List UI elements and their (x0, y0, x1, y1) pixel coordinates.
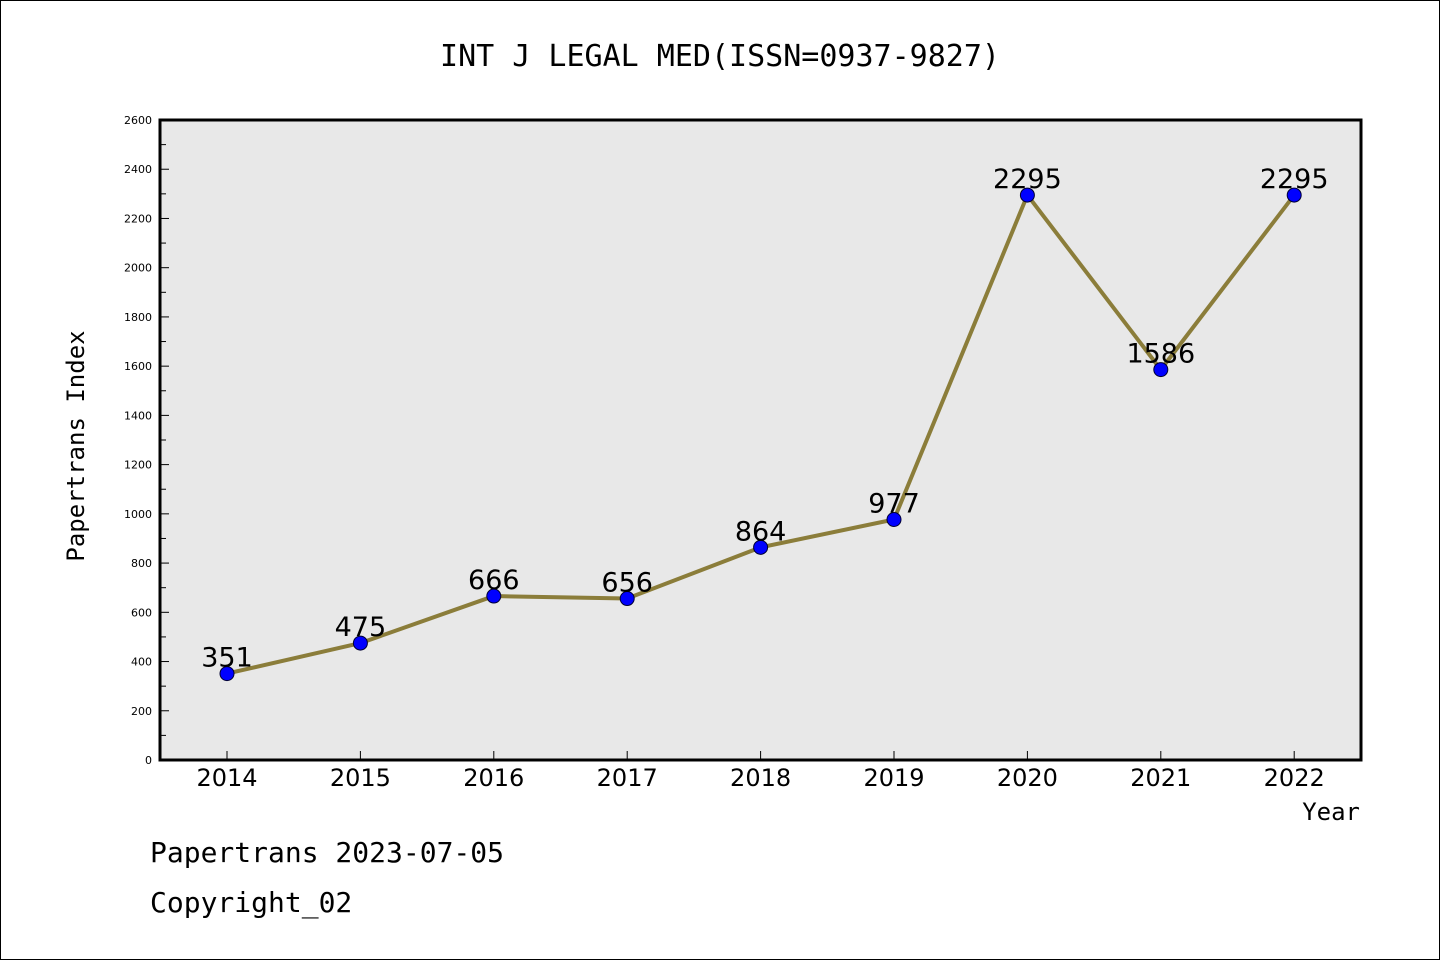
data-label: 1586 (1126, 339, 1195, 370)
footer-copyright: Copyright_02 (150, 886, 353, 919)
x-axis: 2014 2015 2016 2017 2018 2019 2020 2021 2022 (196, 751, 1325, 792)
y-tick-label: 800 (131, 557, 152, 570)
data-point-marker (1286, 187, 1302, 203)
x-tick-label: 2021 (1130, 764, 1191, 792)
data-label: 475 (335, 612, 387, 643)
y-tick-label: 2400 (124, 163, 152, 176)
data-point-marker (352, 635, 368, 651)
x-tick-label: 2016 (463, 764, 524, 792)
data-point-marker (886, 512, 902, 528)
y-tick-label: 400 (131, 656, 152, 669)
data-label: 2295 (1260, 164, 1329, 195)
y-tick-label: 0 (145, 754, 152, 767)
y-tick-label: 1000 (124, 508, 152, 521)
data-label: 666 (468, 565, 520, 596)
data-point-marker (753, 539, 769, 555)
x-tick-label: 2020 (997, 764, 1058, 792)
x-tick-label: 2015 (330, 764, 391, 792)
x-tick-label: 2019 (863, 764, 924, 792)
y-tick-label: 1800 (124, 311, 152, 324)
y-axis-label: Papertrans Index (62, 330, 90, 561)
x-tick-label: 2017 (597, 764, 658, 792)
data-point-marker (486, 588, 502, 604)
data-labels-group: 351 475 666 656 864 977 2295 1586 2295 (201, 164, 1328, 674)
data-label: 656 (601, 568, 653, 599)
y-tick-label: 1400 (124, 409, 152, 422)
footer-date: Papertrans 2023-07-05 (150, 836, 505, 869)
y-axis: 0 200 400 600 800 1000 1200 1400 1600 1800 2000 220… (124, 114, 169, 767)
data-label: 864 (735, 516, 787, 547)
y-tick-label: 2600 (124, 114, 152, 127)
data-label: 2295 (993, 164, 1062, 195)
chart-title: INT J LEGAL MED(ISSN=0937-9827) (440, 39, 1000, 74)
data-point-marker (219, 666, 235, 682)
y-tick-label: 2000 (124, 262, 152, 275)
y-tick-label: 2200 (124, 212, 152, 225)
data-point-marker (619, 591, 635, 607)
y-tick-label: 1200 (124, 459, 152, 472)
x-tick-label: 2022 (1264, 764, 1325, 792)
data-label: 351 (201, 643, 253, 674)
data-label: 977 (868, 489, 920, 520)
markers-group (219, 187, 1302, 682)
y-tick-label: 200 (131, 705, 152, 718)
x-axis-label: Year (1302, 798, 1360, 826)
data-point-marker (1153, 362, 1169, 378)
plot-area (158, 118, 1363, 762)
y-tick-label: 1600 (124, 360, 152, 373)
x-tick-label: 2018 (730, 764, 791, 792)
data-point-marker (1019, 187, 1035, 203)
x-tick-label: 2014 (196, 764, 257, 792)
y-tick-label: 600 (131, 606, 152, 619)
